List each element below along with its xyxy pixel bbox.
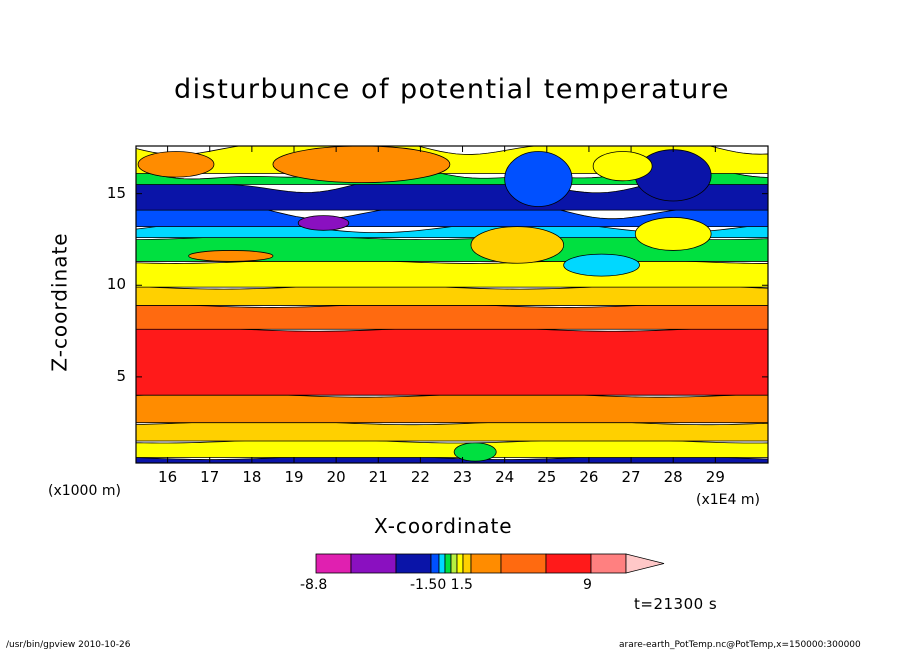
x-tick-label: 27 <box>621 468 641 486</box>
x-tick-label: 19 <box>284 468 304 486</box>
contour-blob <box>188 250 274 262</box>
contour-blob <box>137 151 215 178</box>
contour-blob <box>634 217 712 251</box>
colorbar-label-mid: -1.50 1.5 <box>410 577 473 593</box>
x-axis-label: X-coordinate <box>374 514 513 538</box>
colorbar-segment <box>470 553 502 574</box>
contour-band <box>136 284 768 306</box>
colorbar-segment <box>395 553 432 574</box>
x-tick-label: 16 <box>158 468 178 486</box>
colorbar-segment <box>350 553 397 574</box>
contour-blob <box>592 151 653 182</box>
colorbar-segment <box>456 553 464 574</box>
axis-ticks <box>136 146 768 463</box>
colorbar-segment <box>438 553 446 574</box>
y-axis-label: Z-coordinate <box>47 232 72 372</box>
x-tick-label: 23 <box>452 468 473 486</box>
contour-bands <box>136 146 768 463</box>
plot-frame <box>135 145 769 464</box>
y-tick-label: 5 <box>116 366 126 385</box>
x-tick-label: 18 <box>242 468 262 486</box>
colorbar-segment <box>450 553 458 574</box>
chart-title: disturbunce of potential temperature <box>174 74 730 105</box>
x-tick-label: 29 <box>705 468 725 486</box>
contour-blob <box>272 146 451 184</box>
x-tick-label: 24 <box>495 468 515 486</box>
colorbar-segment <box>500 553 547 574</box>
x-tick-label: 22 <box>410 468 430 486</box>
colorbar-segment <box>430 553 440 574</box>
contour-blob <box>563 253 640 277</box>
contour-blob <box>453 442 497 462</box>
x-tick-label: 25 <box>537 468 557 486</box>
x-tick-label: 17 <box>200 468 220 486</box>
colorbar-segment <box>590 553 627 574</box>
colorbar-segment <box>315 553 352 574</box>
footer-source: arare-earth_PotTemp.nc@PotTemp,x=150000:… <box>619 640 861 650</box>
x-tick-label: 28 <box>663 468 683 486</box>
y-tick-label: 15 <box>106 183 126 202</box>
x-unit-label-left: (x1000 m) <box>48 483 121 499</box>
contour-blob <box>297 215 350 231</box>
colorbar <box>315 553 665 574</box>
footer-command: /usr/bin/gpview 2010-10-26 <box>6 640 131 650</box>
x-unit-label-right: (x1E4 m) <box>696 492 760 508</box>
contour-blob <box>470 226 565 264</box>
contour-band <box>136 392 768 424</box>
contour-band <box>136 420 768 442</box>
contour-band <box>136 438 768 458</box>
contour-blobs <box>137 146 712 462</box>
x-tick-label: 21 <box>368 468 388 486</box>
x-tick-label: 26 <box>579 468 599 486</box>
contour-band <box>136 303 768 330</box>
x-tick-label: 20 <box>326 468 346 486</box>
colorbar-segment <box>462 553 472 574</box>
y-tick-label: 10 <box>106 275 126 294</box>
contour-band <box>136 259 768 288</box>
colorbar-label-low: -8.8 <box>300 577 328 593</box>
contour-blob <box>504 151 573 207</box>
time-label: t=21300 s <box>634 595 718 613</box>
colorbar-label-high: 9 <box>583 577 592 593</box>
colorbar-segment <box>444 553 452 574</box>
contour-band <box>136 326 768 396</box>
colorbar-arrow <box>625 553 665 574</box>
colorbar-segment <box>545 553 592 574</box>
